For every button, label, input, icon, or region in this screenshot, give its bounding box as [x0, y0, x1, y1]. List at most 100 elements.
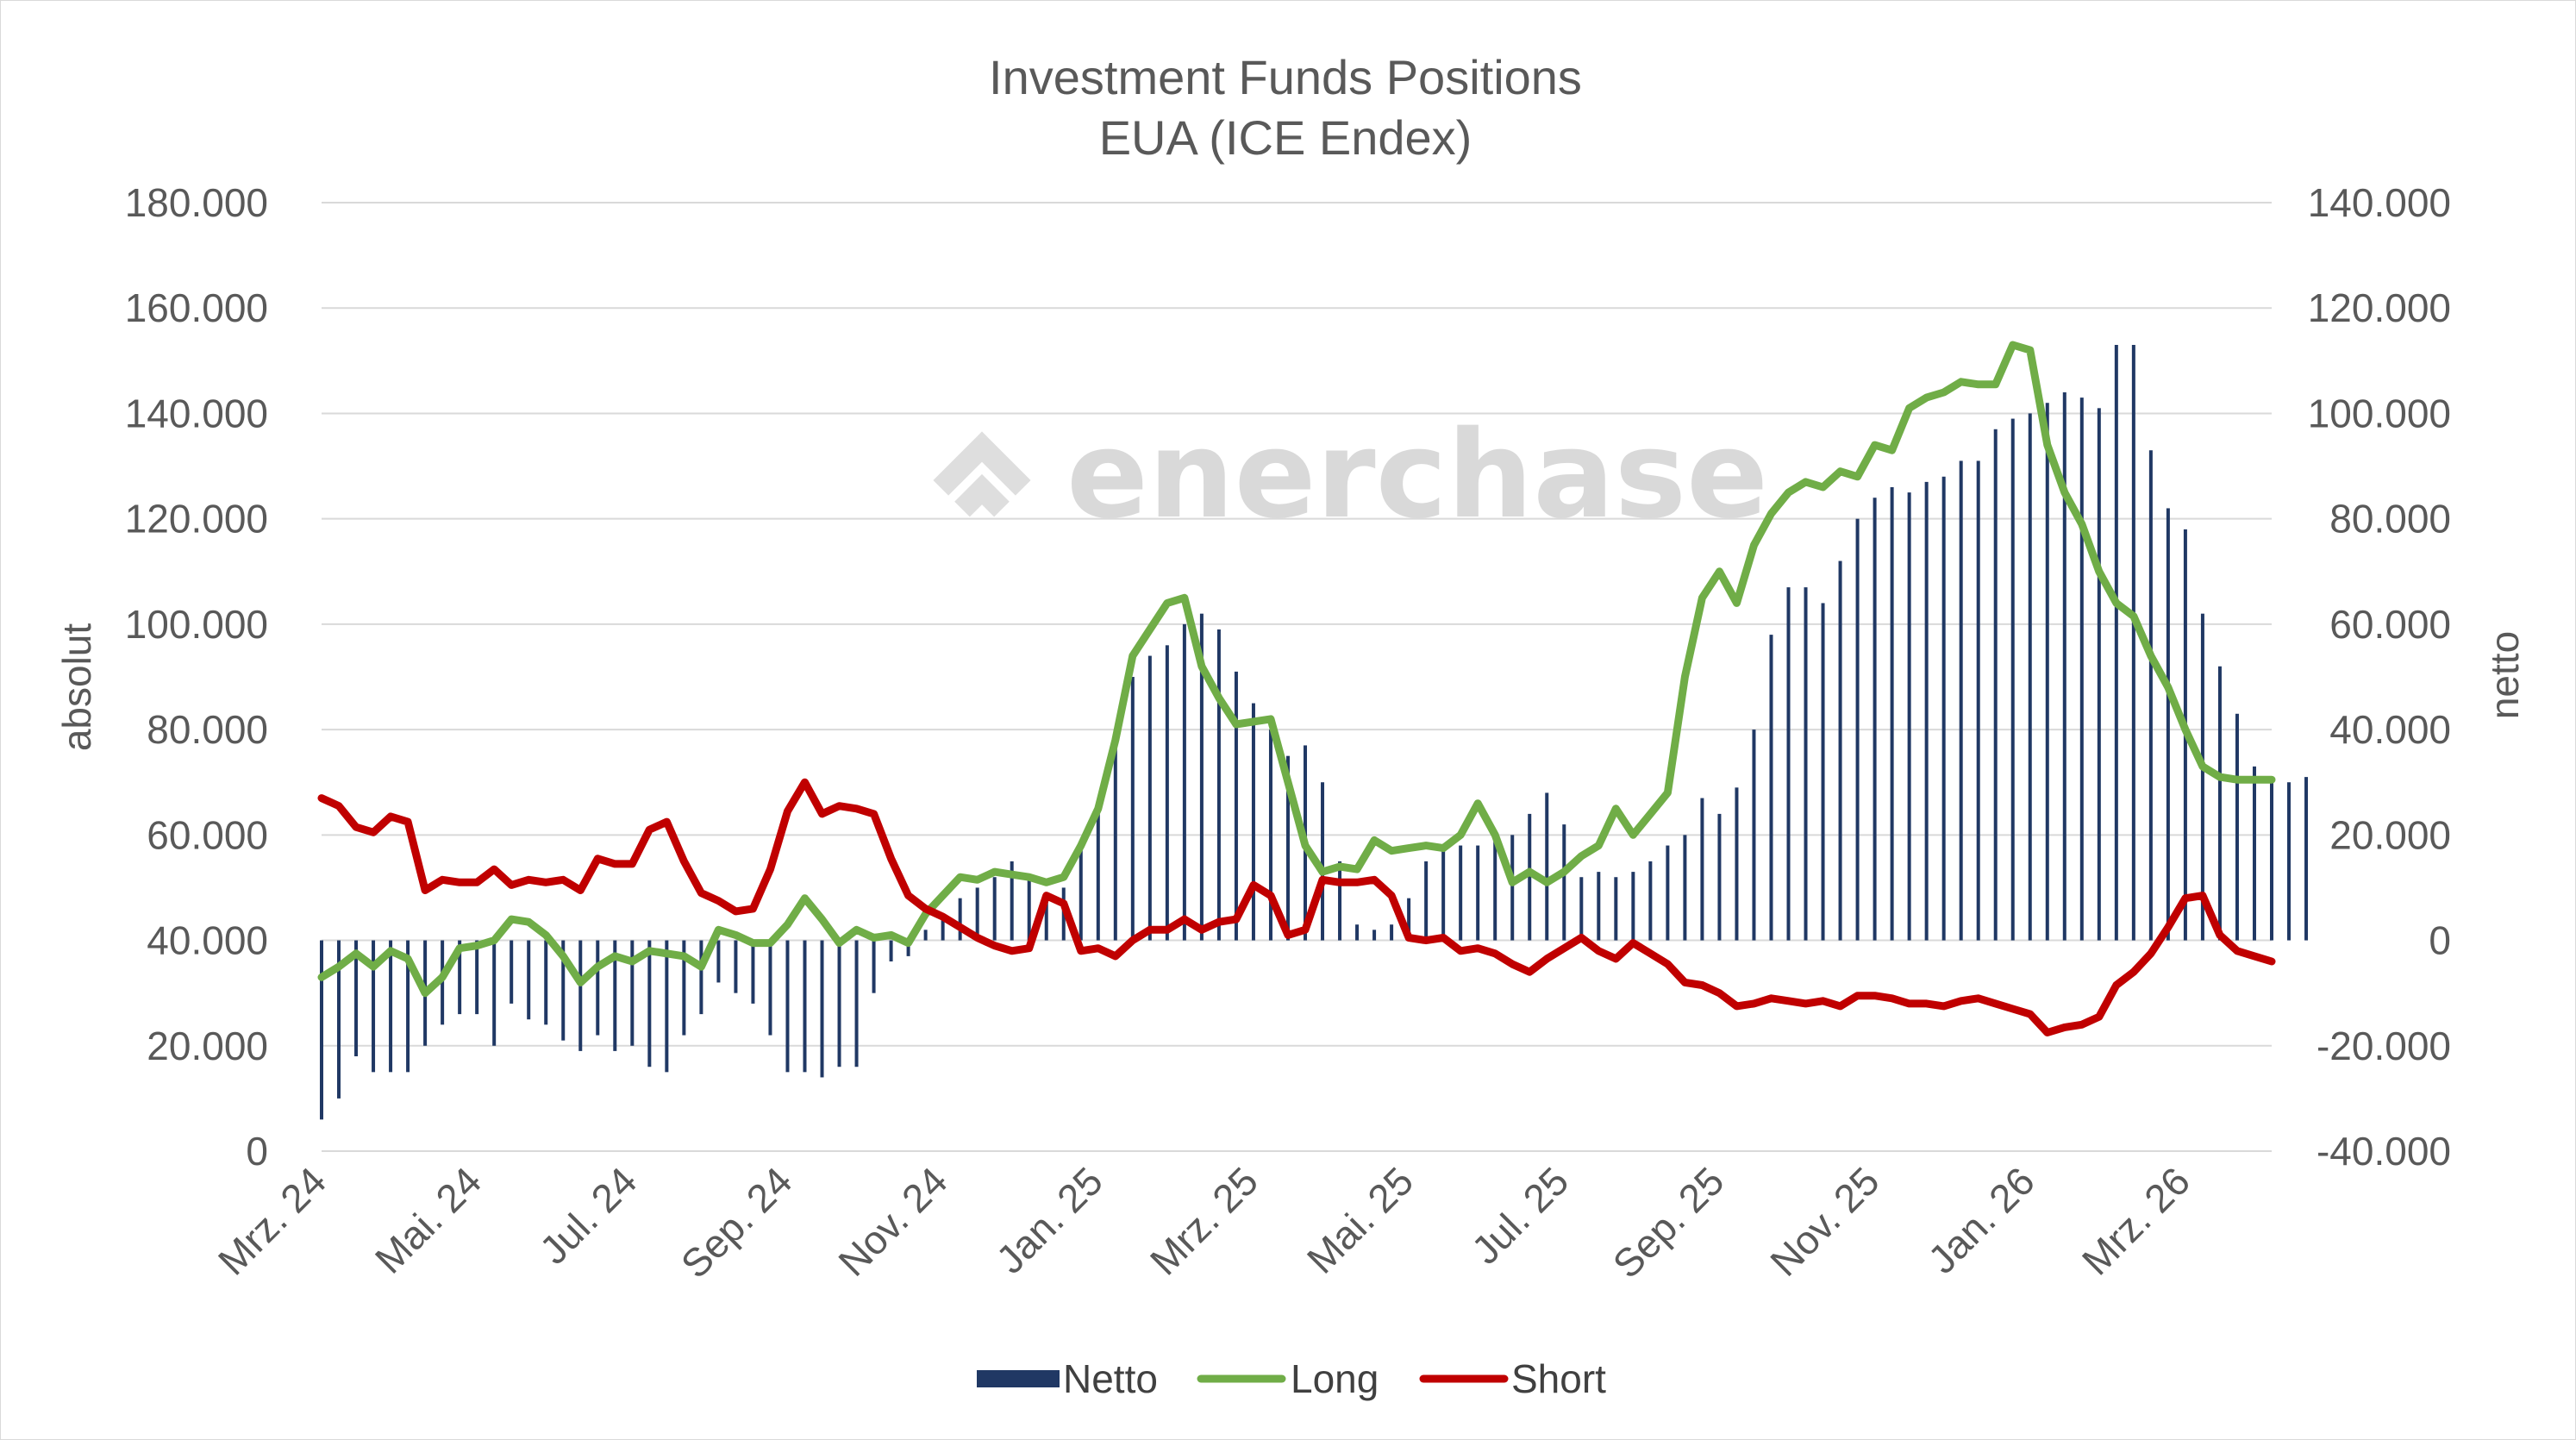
netto-bar	[1786, 587, 1791, 941]
y-tick-label: 100.000	[125, 602, 268, 647]
netto-bars	[320, 345, 2309, 1120]
x-tick-label: Sep. 24	[672, 1158, 801, 1287]
netto-bar	[872, 940, 876, 993]
netto-bar	[544, 940, 548, 1025]
enerchase-logo-icon	[933, 431, 1031, 517]
netto-bar	[837, 940, 841, 1067]
netto-bar	[1096, 803, 1100, 941]
y2-tick-label: 140.000	[2308, 180, 2451, 225]
y2-tick-label: 60.000	[2329, 602, 2451, 647]
chart-title: Investment Funds Positions	[989, 50, 1582, 104]
netto-bar	[1804, 587, 1808, 941]
netto-bar	[1890, 487, 1894, 941]
netto-bar	[1562, 824, 1566, 941]
netto-bar	[2097, 408, 2101, 941]
netto-bar	[2200, 613, 2204, 941]
netto-bar	[734, 940, 738, 993]
netto-bar	[647, 940, 652, 1067]
watermark: enerchase	[933, 405, 1768, 546]
netto-bar	[1752, 729, 1756, 941]
netto-bar	[2304, 777, 2309, 941]
netto-bar	[2079, 398, 2084, 941]
y-tick-label: 60.000	[147, 812, 268, 857]
legend-item-netto: Netto	[977, 1356, 1158, 1401]
netto-bar	[596, 940, 600, 1036]
netto-bar	[1873, 498, 1877, 941]
netto-bar	[2166, 508, 2170, 941]
netto-bar	[1993, 429, 1998, 941]
netto-bar	[2252, 766, 2256, 941]
netto-bar	[1027, 877, 1031, 941]
netto-bar	[699, 940, 703, 1015]
netto-bar	[1234, 671, 1238, 941]
netto-bar	[803, 940, 807, 1073]
netto-bar	[2045, 403, 2049, 941]
netto-bar	[1631, 872, 1635, 941]
netto-bar	[1321, 782, 1325, 941]
netto-bar	[1441, 845, 1446, 941]
netto-bar	[665, 940, 669, 1073]
x-tick-label: Mrz. 25	[1141, 1158, 1266, 1283]
netto-bar	[1545, 792, 1549, 941]
netto-bar	[1459, 845, 1463, 941]
y-tick-label: 20.000	[147, 1024, 268, 1068]
netto-bar	[510, 940, 514, 1004]
legend-item-long: Long	[1197, 1356, 1379, 1401]
netto-bar	[923, 930, 928, 941]
netto-bar	[1597, 872, 1601, 941]
y-tick-label: 180.000	[125, 180, 268, 225]
netto-bar	[1372, 930, 1377, 941]
y2-axis-title: netto	[2482, 631, 2527, 719]
netto-bar	[475, 940, 479, 1015]
x-tick-label: Jul. 25	[1463, 1158, 1578, 1273]
legend: Netto Long Short	[977, 1356, 1606, 1401]
netto-bar	[1390, 924, 1394, 941]
y-tick-label: 160.000	[125, 285, 268, 330]
netto-bar	[906, 940, 910, 956]
netto-bar	[2028, 413, 2032, 941]
netto-bar	[1165, 645, 1169, 941]
netto-bar	[1113, 729, 1117, 941]
netto-bar	[1476, 845, 1480, 941]
x-tick-label: Sep. 25	[1604, 1158, 1733, 1287]
netto-bar	[1838, 560, 1842, 941]
netto-bar	[1355, 924, 1360, 941]
y-tick-label: 140.000	[125, 391, 268, 435]
y2-tick-label: 80.000	[2329, 497, 2451, 542]
netto-bar	[1924, 481, 1929, 941]
netto-bar	[768, 940, 772, 1036]
netto-bar	[1683, 835, 1687, 941]
netto-bar	[1199, 613, 1204, 941]
netto-bar	[2148, 450, 2153, 941]
netto-bar	[1407, 898, 1411, 941]
y2-tick-label: 20.000	[2329, 812, 2451, 857]
netto-bar	[372, 940, 376, 1073]
y2-tick-label: -40.000	[2317, 1129, 2451, 1174]
netto-bar	[854, 940, 859, 1067]
netto-bar	[1182, 623, 1186, 941]
netto-bar	[406, 940, 410, 1073]
y2-tick-label: -20.000	[2317, 1024, 2451, 1068]
x-tick-label: Nov. 24	[829, 1158, 955, 1284]
netto-bar	[578, 940, 583, 1051]
netto-bar	[751, 940, 755, 1004]
x-tick-label: Mai. 25	[1298, 1158, 1422, 1281]
y-tick-label: 40.000	[147, 918, 268, 963]
legend-long-label: Long	[1291, 1356, 1379, 1401]
x-tick-label: Mrz. 24	[209, 1158, 335, 1283]
legend-short-label: Short	[1511, 1356, 1606, 1401]
netto-bar	[820, 940, 824, 1078]
x-tick-label: Nov. 25	[1761, 1158, 1887, 1284]
y2-tick-label: 120.000	[2308, 285, 2451, 330]
netto-bar	[992, 877, 997, 941]
short-line	[317, 778, 2276, 1036]
y2-tick-label: 40.000	[2329, 707, 2451, 752]
y-axis-title: absolut	[54, 623, 99, 752]
netto-bar	[716, 940, 721, 983]
legend-netto-swatch	[977, 1370, 1060, 1387]
netto-bar	[1666, 845, 1670, 941]
netto-bar	[1493, 840, 1497, 941]
netto-bar	[1130, 677, 1135, 941]
legend-netto-label: Netto	[1063, 1356, 1158, 1401]
